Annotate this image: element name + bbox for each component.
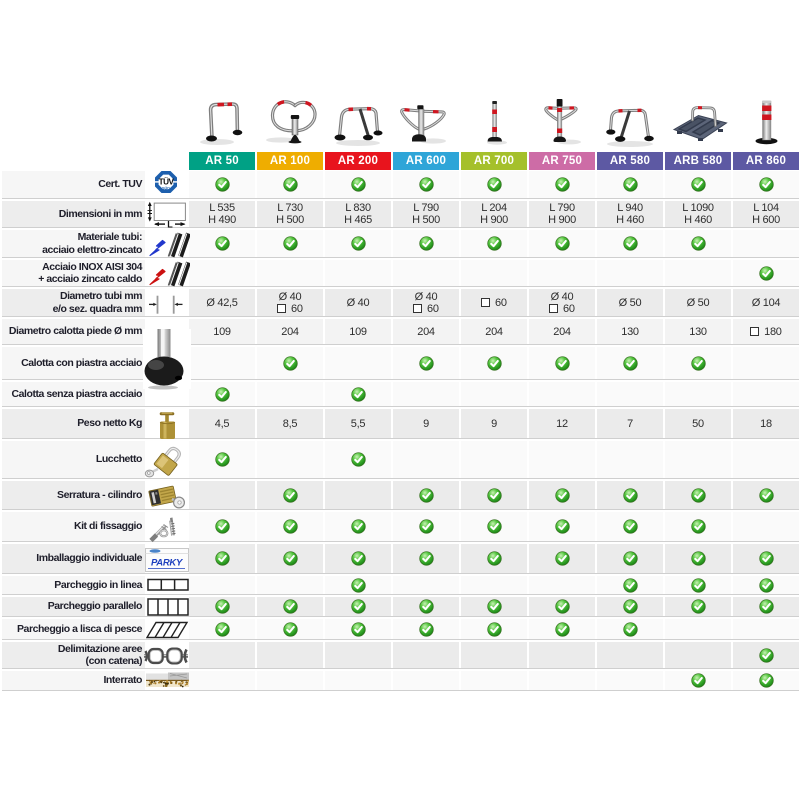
svg-text:PARKY: PARKY xyxy=(151,558,184,569)
svg-text:L: L xyxy=(167,220,173,230)
svg-text:SÜD: SÜD xyxy=(162,185,170,190)
svg-text:TÜV: TÜV xyxy=(159,177,175,187)
svg-text:H: H xyxy=(147,209,154,214)
